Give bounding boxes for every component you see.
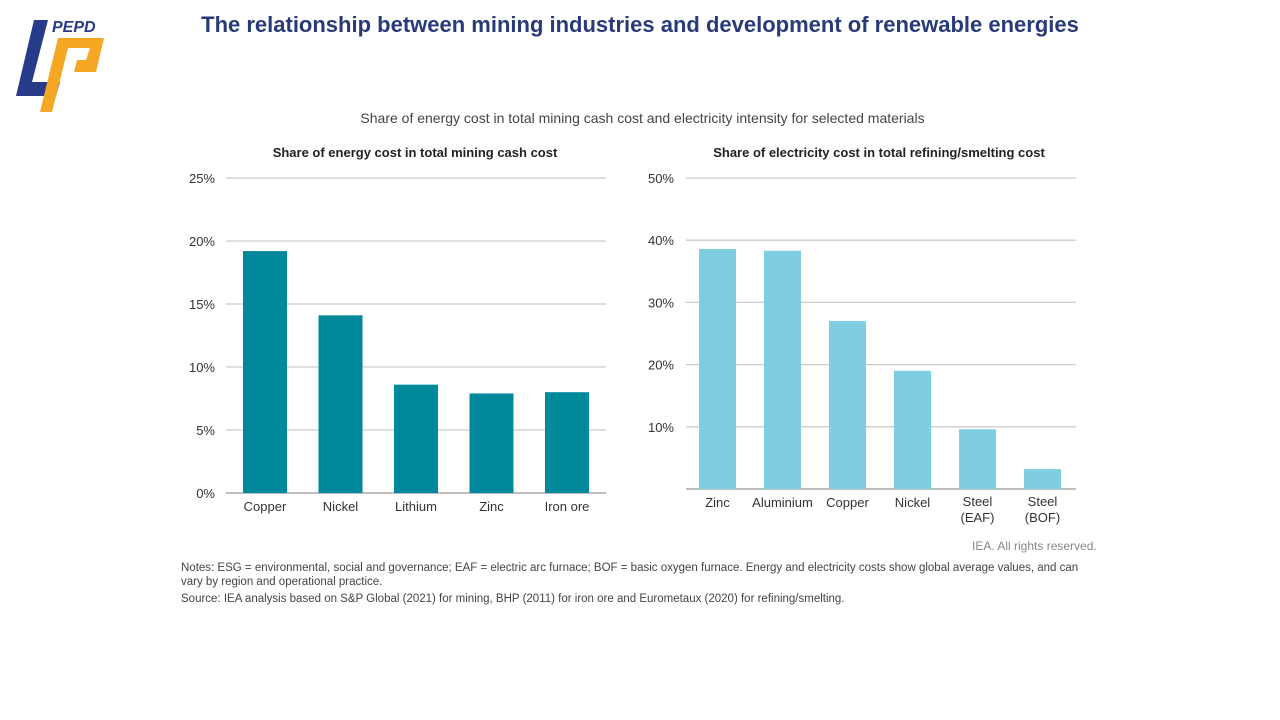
bar-copper <box>829 321 866 489</box>
x-tick-label: Zinc <box>479 499 504 514</box>
bar-copper <box>243 251 287 493</box>
bar-lithium <box>394 384 438 493</box>
y-tick-label: 10% <box>189 360 215 375</box>
y-tick-label: 5% <box>196 423 215 438</box>
y-tick-label: 0% <box>196 486 215 501</box>
bar-steel-eaf- <box>959 429 996 489</box>
bar-iron-ore <box>545 392 589 493</box>
bar-steel-bof- <box>1024 469 1061 489</box>
x-tick-label: Iron ore <box>545 499 590 514</box>
x-tick-label: Steel (BOF) <box>1025 494 1060 525</box>
chart-title: Share of electricity cost in total refin… <box>713 145 1045 160</box>
x-tick-label: Nickel <box>323 499 359 514</box>
figure-subtitle: Share of energy cost in total mining cas… <box>360 110 925 126</box>
bar-aluminium <box>764 250 801 489</box>
credit: IEA. All rights reserved. <box>972 539 1097 553</box>
y-tick-label: 50% <box>648 171 674 186</box>
y-tick-label: 15% <box>189 297 215 312</box>
x-tick-label: Steel (EAF) <box>961 494 995 525</box>
notes: Notes: ESG = environmental, social and g… <box>181 561 1091 609</box>
bar-nickel <box>894 370 931 489</box>
x-tick-label: Copper <box>826 495 869 510</box>
x-tick-label: Lithium <box>395 499 437 514</box>
notes-text: Notes: ESG = environmental, social and g… <box>181 562 1079 588</box>
y-tick-label: 25% <box>189 171 215 186</box>
x-tick-label: Nickel <box>895 495 931 510</box>
y-tick-label: 20% <box>648 358 674 373</box>
x-tick-label: Copper <box>244 499 287 514</box>
chart-title: Share of energy cost in total mining cas… <box>273 145 558 160</box>
bar-zinc <box>469 393 514 493</box>
y-tick-label: 30% <box>648 295 674 310</box>
svg-text:PEPD: PEPD <box>52 19 96 36</box>
bar-zinc <box>699 248 736 489</box>
y-tick-label: 40% <box>648 233 674 248</box>
bar-nickel <box>318 315 363 493</box>
y-tick-label: 10% <box>648 420 674 435</box>
page-title: The relationship between mining industri… <box>201 12 1079 37</box>
pepd-logo: PEPD <box>16 19 104 112</box>
y-tick-label: 20% <box>189 234 215 249</box>
source-text: Source: IEA analysis based on S&P Global… <box>181 593 845 605</box>
x-tick-label: Zinc <box>705 495 730 510</box>
x-tick-label: Aluminium <box>752 495 813 510</box>
